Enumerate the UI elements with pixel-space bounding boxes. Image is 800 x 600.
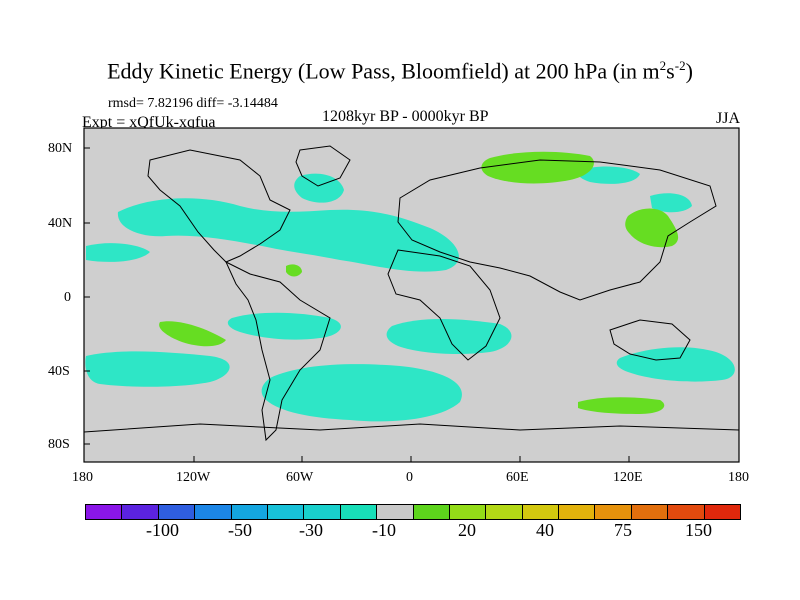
lon-label-0: 0 <box>406 470 413 485</box>
lon-label-120e: 120E <box>613 470 643 485</box>
colorbar-swatch <box>668 505 705 519</box>
colorbar-label: -30 <box>299 520 323 540</box>
lat-ticks <box>84 147 90 445</box>
lat-label-0: 0 <box>64 290 71 305</box>
period-label: 1208kyr BP - 0000kyr BP <box>322 108 489 125</box>
lon-label-180e: 180 <box>728 470 749 485</box>
teal-anomalies <box>85 166 735 422</box>
colorbar-swatch <box>158 505 196 519</box>
colorbar-swatch <box>377 505 414 519</box>
lat-label-80s: 80S <box>48 437 70 452</box>
colorbar-swatch <box>486 505 523 519</box>
coastlines <box>83 145 740 442</box>
lon-label-60w: 60W <box>286 470 314 485</box>
lat-label-80n: 80N <box>48 141 73 156</box>
colorbar-swatch <box>340 505 378 519</box>
colorbar-swatch <box>631 505 669 519</box>
colorbar-swatch <box>86 505 123 519</box>
colorbar-swatch <box>704 505 741 519</box>
colorbar-swatch <box>449 505 487 519</box>
lon-ticks <box>193 456 630 462</box>
colorbar-label: 75 <box>614 520 632 540</box>
rmsd-label: rmsd= 7.82196 diff= -3.14484 <box>108 96 278 111</box>
colorbar-swatch <box>122 505 159 519</box>
green-anomalies <box>159 151 679 414</box>
season-label: JJA <box>716 110 741 127</box>
lon-label-60e: 60E <box>506 470 529 485</box>
colorbar-swatch <box>267 505 305 519</box>
colorbar-swatch <box>304 505 341 519</box>
colorbar-swatch <box>522 505 560 519</box>
map-title: Eddy Kinetic Energy (Low Pass, Bloomfiel… <box>107 58 693 84</box>
colorbar-label: 40 <box>536 520 554 540</box>
lat-label-40s: 40S <box>48 364 70 379</box>
lon-label-180w: 180 <box>72 470 93 485</box>
colorbar-swatch <box>559 505 596 519</box>
colorbar-label: 20 <box>458 520 476 540</box>
experiment-label: Expt = xQfUk-xqfua <box>82 114 216 131</box>
colorbar-label: -10 <box>372 520 396 540</box>
colorbar-label: 150 <box>685 520 712 540</box>
lat-label-40n: 40N <box>48 216 73 231</box>
colorbar-swatch <box>413 505 450 519</box>
colorbar-swatch <box>595 505 632 519</box>
lon-label-120w: 120W <box>176 470 211 485</box>
colorbar-label: -50 <box>228 520 252 540</box>
colorbar-swatch <box>231 505 268 519</box>
colorbar-swatch <box>195 505 232 519</box>
colorbar <box>85 504 741 520</box>
colorbar-label: -100 <box>146 520 179 540</box>
